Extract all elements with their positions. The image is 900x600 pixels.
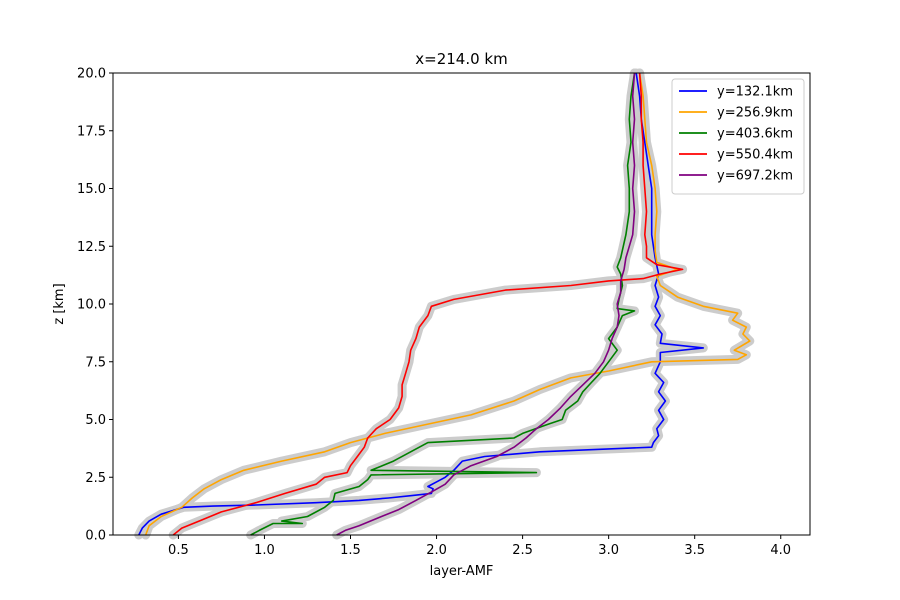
x-tick-label: 2.5 (512, 543, 533, 558)
x-tick-label: 3.0 (598, 543, 619, 558)
legend-label-3: y=403.6km (717, 127, 793, 142)
y-tick-label: 20.0 (77, 67, 106, 82)
y-tick-label: 17.5 (77, 124, 106, 139)
y-tick-label: 2.5 (85, 471, 106, 486)
series-lines (138, 72, 751, 536)
series-line-4 (172, 72, 684, 536)
x-tick-label: 4.0 (770, 543, 791, 558)
legend-label-1: y=132.1km (717, 85, 793, 100)
series-line-2 (144, 72, 751, 536)
legend: y=132.1km y=256.9km y=403.6km y=550.4km y=69… (671, 78, 805, 195)
x-tick-label: 1.5 (340, 543, 361, 558)
y-axis-label: z [km] (52, 283, 67, 324)
y-tick-label: 12.5 (77, 240, 106, 255)
y-tick-label: 10.0 (77, 298, 106, 313)
x-tick-label: 0.5 (168, 543, 189, 558)
legend-label-2: y=256.9km (717, 106, 793, 121)
series-line-3 (250, 72, 636, 536)
x-tick-label: 2.0 (426, 543, 447, 558)
x-tick-label: 3.5 (684, 543, 705, 558)
series-line-5 (336, 72, 636, 536)
legend-box (671, 78, 805, 195)
x-tick-label: 1.0 (254, 543, 275, 558)
y-tick-label: 0.0 (85, 529, 106, 544)
x-axis-label: layer-AMF (430, 564, 494, 579)
y-tick-label: 5.0 (85, 413, 106, 428)
y-tick-label: 7.5 (85, 355, 106, 370)
y-tick-label: 15.0 (77, 182, 106, 197)
y-axis-ticks: 0.0 2.5 5.0 7.5 10.0 12.5 15.0 17.5 20.0 (77, 67, 113, 544)
x-axis-ticks: 0.5 1.0 1.5 2.0 2.5 3.0 3.5 4.0 (168, 535, 791, 558)
chart-title: x=214.0 km (415, 50, 507, 68)
uncertainty-bands (134, 68, 755, 540)
series-line-1 (138, 72, 705, 536)
legend-label-4: y=550.4km (717, 148, 793, 163)
legend-label-5: y=697.2km (717, 169, 793, 184)
